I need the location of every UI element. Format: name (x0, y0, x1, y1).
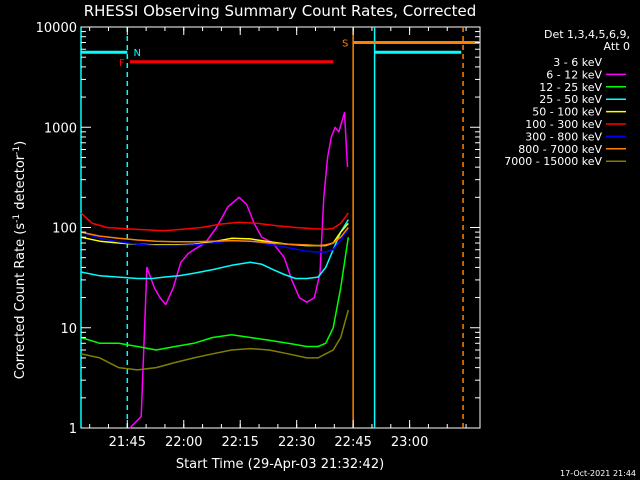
y-label-sup: -1 (12, 214, 22, 223)
series-line (80, 219, 349, 280)
y-axis-label: Corrected Count Rate (s-1 detector-1) (12, 141, 28, 379)
flag-label: F (119, 58, 125, 69)
plot-frame (80, 26, 481, 429)
x-tick-label: 22:15 (221, 435, 258, 450)
legend-label: 100 - 300 keV (525, 118, 602, 131)
axis-ticks: 21:45 22:00 22:15 22:30 22:45 23:00 1 10 100 1000… (36, 21, 480, 450)
legend-header: Att 0 (604, 40, 630, 53)
legend-label: 50 - 100 keV (532, 106, 602, 119)
legend-label: 800 - 7000 keV (518, 143, 602, 156)
legend-label: 25 - 50 keV (539, 93, 602, 106)
series-line (80, 309, 350, 371)
x-tick-label: 22:00 (165, 435, 202, 450)
x-axis-label: Start Time (29-Apr-03 21:32:42) (176, 457, 384, 472)
y-label-part: ) (13, 141, 28, 146)
flag-label: N (134, 48, 141, 59)
series-line (80, 227, 349, 247)
legend-label: 3 - 6 keV (553, 56, 602, 69)
vertical-markers (80, 27, 464, 428)
x-tick-label: 22:45 (334, 435, 371, 450)
x-tick-label: 22:30 (278, 435, 315, 450)
series-line (80, 237, 350, 351)
y-tick-label: 1 (69, 422, 77, 437)
x-tick-label: 21:45 (109, 435, 146, 450)
chart-title: RHESSI Observing Summary Count Rates, Co… (84, 2, 477, 20)
flag-label: S (342, 39, 348, 50)
y-tick-label: 10 (60, 322, 77, 337)
legend-label: 7000 - 15000 keV (504, 155, 602, 168)
axes-frame (80, 26, 481, 429)
timestamp: 17-Oct-2021 21:44 (560, 469, 636, 478)
series-line (129, 111, 349, 429)
x-tick-label: 23:00 (391, 435, 428, 450)
y-tick-label: 10000 (36, 21, 77, 36)
series-line (80, 212, 349, 232)
legend-label: 12 - 25 keV (539, 81, 602, 94)
series-line (153, 149, 349, 272)
legend-label: 6 - 12 keV (546, 68, 602, 81)
y-label-part: detector (13, 154, 28, 214)
y-tick-label: 1000 (44, 121, 77, 136)
y-label-part: Corrected Count Rate (s (13, 223, 28, 380)
series-lines (80, 111, 350, 429)
legend-label: 300 - 800 keV (525, 130, 602, 143)
y-tick-label: 100 (52, 222, 77, 237)
legend-header: Det 1,3,4,5,6,9, (544, 28, 630, 41)
flag-bars: NF S (81, 39, 480, 69)
y-label-sup: -1 (12, 146, 22, 155)
